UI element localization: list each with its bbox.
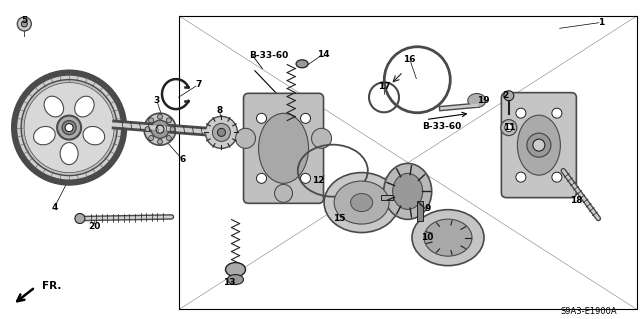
Text: 13: 13: [223, 278, 236, 287]
Circle shape: [157, 114, 163, 119]
Text: 16: 16: [403, 55, 416, 63]
Text: 4: 4: [51, 203, 58, 212]
Text: 5: 5: [21, 16, 28, 25]
Ellipse shape: [324, 173, 399, 233]
Circle shape: [257, 173, 266, 183]
Circle shape: [17, 17, 31, 31]
Ellipse shape: [33, 126, 55, 145]
Text: B-33-60: B-33-60: [422, 122, 461, 130]
FancyBboxPatch shape: [501, 93, 577, 198]
Bar: [381, 195, 393, 200]
Ellipse shape: [83, 126, 105, 145]
Circle shape: [145, 127, 150, 132]
Text: 3: 3: [154, 96, 160, 105]
Circle shape: [312, 128, 332, 148]
Circle shape: [151, 120, 169, 138]
Circle shape: [170, 127, 175, 132]
Circle shape: [157, 139, 163, 144]
Text: FR.: FR.: [42, 280, 61, 291]
Ellipse shape: [44, 96, 63, 117]
Text: 14: 14: [317, 50, 330, 59]
Ellipse shape: [384, 163, 432, 219]
Circle shape: [533, 139, 545, 151]
Text: 11: 11: [502, 123, 515, 132]
Text: 19: 19: [477, 96, 490, 105]
Circle shape: [14, 73, 124, 182]
Circle shape: [552, 108, 562, 118]
Ellipse shape: [412, 210, 484, 266]
Circle shape: [21, 21, 28, 27]
Ellipse shape: [225, 263, 246, 277]
Circle shape: [144, 113, 176, 145]
Circle shape: [62, 121, 76, 135]
Text: 8: 8: [216, 106, 223, 115]
Circle shape: [218, 128, 225, 137]
Circle shape: [166, 118, 172, 123]
Ellipse shape: [228, 275, 243, 285]
Ellipse shape: [259, 113, 308, 183]
Circle shape: [205, 116, 237, 148]
Ellipse shape: [424, 219, 472, 256]
Circle shape: [516, 108, 526, 118]
FancyBboxPatch shape: [243, 93, 323, 203]
Text: 15: 15: [333, 214, 346, 223]
Bar: [417, 201, 423, 221]
Circle shape: [527, 133, 551, 157]
Ellipse shape: [351, 194, 372, 211]
Circle shape: [148, 118, 154, 123]
Circle shape: [65, 123, 73, 132]
Ellipse shape: [393, 174, 422, 209]
Ellipse shape: [60, 143, 78, 165]
Circle shape: [57, 115, 81, 140]
Text: S9A3-E1900A: S9A3-E1900A: [561, 307, 618, 315]
Circle shape: [212, 123, 230, 141]
Circle shape: [148, 136, 154, 141]
Circle shape: [501, 120, 517, 136]
Ellipse shape: [296, 60, 308, 68]
Text: 17: 17: [378, 82, 390, 91]
Circle shape: [504, 91, 514, 101]
Circle shape: [275, 184, 292, 202]
Text: 2: 2: [502, 91, 509, 100]
Text: 10: 10: [421, 233, 434, 242]
Circle shape: [166, 136, 172, 141]
Circle shape: [301, 173, 310, 183]
Ellipse shape: [75, 213, 85, 224]
Text: B-33-60: B-33-60: [250, 51, 289, 60]
Text: 18: 18: [570, 197, 582, 205]
Circle shape: [301, 113, 310, 123]
Ellipse shape: [517, 115, 561, 175]
Text: 7: 7: [195, 80, 202, 89]
Ellipse shape: [468, 93, 486, 108]
Text: 9: 9: [424, 204, 431, 213]
Circle shape: [516, 172, 526, 182]
Ellipse shape: [334, 181, 389, 224]
Circle shape: [236, 128, 255, 148]
Circle shape: [21, 80, 117, 175]
Circle shape: [552, 172, 562, 182]
Ellipse shape: [75, 96, 94, 117]
Circle shape: [505, 123, 513, 132]
Circle shape: [156, 125, 164, 133]
Text: 20: 20: [88, 222, 101, 231]
Text: 12: 12: [312, 176, 325, 185]
Text: 1: 1: [598, 18, 605, 27]
Circle shape: [257, 113, 266, 123]
Circle shape: [24, 83, 114, 173]
Text: 6: 6: [179, 155, 186, 164]
Bar: [179, 16, 637, 309]
